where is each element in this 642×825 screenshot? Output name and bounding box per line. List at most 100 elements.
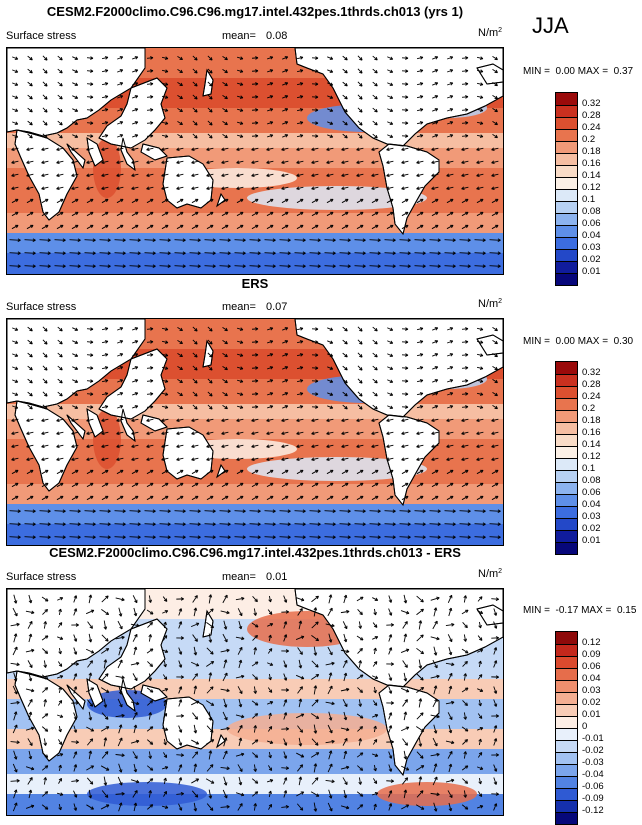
colorbar-swatch <box>556 728 577 740</box>
colorbar-tick-label: 0.06 <box>582 662 601 672</box>
colorbar-swatch <box>556 470 577 482</box>
colorbar-tick-label: 0.24 <box>582 392 601 402</box>
colorbar-tick-label: 0.02 <box>582 698 601 708</box>
colorbar-swatch <box>556 105 577 117</box>
colorbar-swatch <box>556 644 577 656</box>
colorbar-swatch <box>556 518 577 530</box>
colorbar-swatch <box>556 446 577 458</box>
colorbar-tick-label: -0.04 <box>582 770 604 780</box>
colorbar-swatch <box>556 374 577 386</box>
colorbar-swatch <box>556 261 577 273</box>
panel-3-mean-value: 0.01 <box>266 571 287 583</box>
colorbar-swatch <box>556 129 577 141</box>
colorbar-tick-label: 0.08 <box>582 207 601 217</box>
colorbar-tick-label: 0.04 <box>582 231 601 241</box>
panel-3-title: CESM2.F2000climo.C96.C96.mg17.intel.432p… <box>0 546 510 560</box>
panel-3-variable: Surface stress <box>6 571 76 583</box>
panel-3-map <box>6 588 504 816</box>
colorbar-tick-label: 0 <box>582 722 587 732</box>
colorbar-swatch <box>556 249 577 261</box>
colorbar-tick-label: -0.02 <box>582 746 604 756</box>
colorbar-tick-label: 0.04 <box>582 674 601 684</box>
panel-3-colorbar <box>555 631 578 825</box>
panel-1-min-max: MIN = 0.00 MAX = 0.37 <box>523 66 633 78</box>
colorbar-tick-label: 0.2 <box>582 135 595 145</box>
panel-2-map <box>6 318 504 546</box>
colorbar-swatch <box>556 530 577 542</box>
colorbar-tick-label: -0.12 <box>582 806 604 816</box>
colorbar-tick-label: 0.2 <box>582 404 595 414</box>
colorbar-swatch <box>556 213 577 225</box>
panel-2-mean-label: mean= <box>222 301 256 313</box>
colorbar-swatch <box>556 141 577 153</box>
colorbar-tick-label: 0.03 <box>582 512 601 522</box>
colorbar-swatch <box>556 458 577 470</box>
colorbar-swatch <box>556 542 577 554</box>
colorbar-swatch <box>556 201 577 213</box>
colorbar-swatch <box>556 165 577 177</box>
colorbar-tick-label: 0.28 <box>582 380 601 390</box>
colorbar-swatch <box>556 740 577 752</box>
colorbar-swatch <box>556 117 577 129</box>
colorbar-swatch <box>556 800 577 812</box>
colorbar-tick-label: 0.12 <box>582 638 601 648</box>
colorbar-swatch <box>556 225 577 237</box>
colorbar-swatch <box>556 422 577 434</box>
colorbar-swatch <box>556 362 577 374</box>
colorbar-swatch <box>556 776 577 788</box>
colorbar-tick-label: 0.01 <box>582 267 601 277</box>
colorbar-swatch <box>556 716 577 728</box>
colorbar-swatch <box>556 752 577 764</box>
panel-1-colorbar <box>555 92 578 286</box>
colorbar-swatch <box>556 668 577 680</box>
colorbar-swatch <box>556 494 577 506</box>
colorbar-tick-label: 0.32 <box>582 368 601 378</box>
panel-2-title: ERS <box>0 277 510 291</box>
colorbar-swatch <box>556 153 577 165</box>
colorbar-tick-label: -0.01 <box>582 734 604 744</box>
colorbar-tick-label: 0.16 <box>582 428 601 438</box>
panel-1-mean-label: mean= <box>222 30 256 42</box>
colorbar-swatch <box>556 434 577 446</box>
colorbar-tick-label: 0.18 <box>582 416 601 426</box>
colorbar-swatch <box>556 189 577 201</box>
colorbar-tick-label: 0.16 <box>582 159 601 169</box>
colorbar-tick-label: 0.12 <box>582 183 601 193</box>
panel-1-units: N/m2 <box>478 27 502 39</box>
colorbar-tick-label: 0.04 <box>582 500 601 510</box>
colorbar-tick-label: 0.03 <box>582 243 601 253</box>
panel-3-units: N/m2 <box>478 568 502 580</box>
panel-1-map <box>6 47 504 275</box>
colorbar-tick-label: 0.01 <box>582 536 601 546</box>
colorbar-swatch <box>556 680 577 692</box>
colorbar-swatch <box>556 386 577 398</box>
colorbar-swatch <box>556 410 577 422</box>
colorbar-tick-label: 0.12 <box>582 452 601 462</box>
colorbar-tick-label: 0.03 <box>582 686 601 696</box>
colorbar-tick-label: 0.1 <box>582 464 595 474</box>
season-label: JJA <box>532 14 569 38</box>
colorbar-swatch <box>556 692 577 704</box>
colorbar-tick-label: 0.02 <box>582 255 601 265</box>
colorbar-tick-label: 0.32 <box>582 99 601 109</box>
colorbar-swatch <box>556 632 577 644</box>
colorbar-tick-label: 0.14 <box>582 440 601 450</box>
colorbar-swatch <box>556 656 577 668</box>
colorbar-swatch <box>556 704 577 716</box>
panel-2-units: N/m2 <box>478 298 502 310</box>
panel-1-mean-value: 0.08 <box>266 30 287 42</box>
panel-2-mean-value: 0.07 <box>266 301 287 313</box>
colorbar-tick-label: -0.06 <box>582 782 604 792</box>
colorbar-swatch <box>556 273 577 285</box>
panel-3-mean-label: mean= <box>222 571 256 583</box>
colorbar-swatch <box>556 177 577 189</box>
colorbar-swatch <box>556 788 577 800</box>
colorbar-tick-label: 0.1 <box>582 195 595 205</box>
panel-1-variable: Surface stress <box>6 30 76 42</box>
panel-3-min-max: MIN = -0.17 MAX = 0.15 <box>523 605 636 617</box>
colorbar-tick-label: 0.02 <box>582 524 601 534</box>
colorbar-tick-label: 0.18 <box>582 147 601 157</box>
panel-2-variable: Surface stress <box>6 301 76 313</box>
colorbar-tick-label: 0.09 <box>582 650 601 660</box>
colorbar-swatch <box>556 93 577 105</box>
